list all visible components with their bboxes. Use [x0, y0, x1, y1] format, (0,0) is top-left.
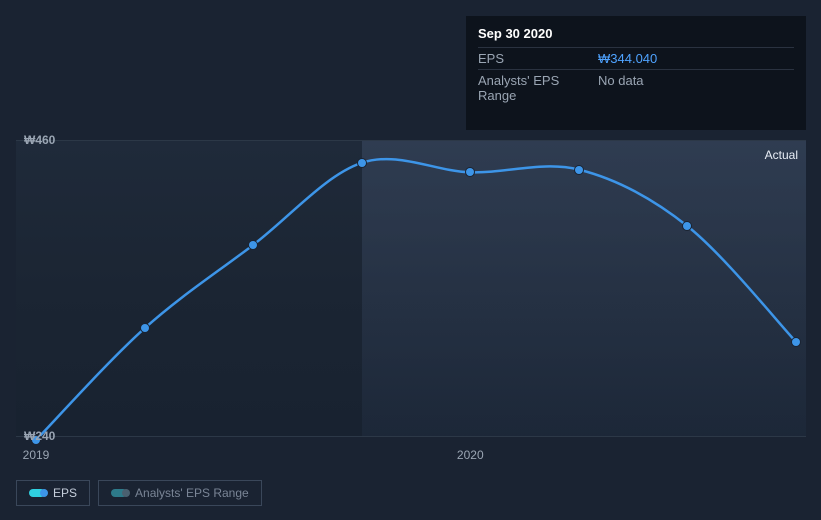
data-point[interactable] — [683, 222, 691, 230]
x-tick-label: 2019 — [23, 448, 50, 462]
actual-label: Actual — [765, 148, 798, 162]
data-point[interactable] — [358, 159, 366, 167]
legend: EPS Analysts' EPS Range — [16, 480, 262, 506]
tooltip-row-value: ₩344.040 — [598, 51, 657, 66]
legend-label: Analysts' EPS Range — [135, 486, 249, 500]
data-point[interactable] — [466, 168, 474, 176]
legend-item[interactable]: EPS — [16, 480, 90, 506]
y-tick-label: ₩240 — [24, 429, 55, 443]
tooltip-row-label: EPS — [478, 51, 598, 66]
plot-area: Actual — [16, 140, 806, 436]
chart-tooltip: Sep 30 2020 EPS₩344.040Analysts' EPS Ran… — [466, 16, 806, 130]
y-tick-label: ₩460 — [24, 133, 55, 147]
tooltip-row-value: No data — [598, 73, 644, 103]
tooltip-row-label: Analysts' EPS Range — [478, 73, 598, 103]
data-point[interactable] — [792, 338, 800, 346]
line-layer — [16, 140, 806, 436]
legend-label: EPS — [53, 486, 77, 500]
eps-chart: Actual — [16, 140, 806, 436]
tooltip-row: EPS₩344.040 — [478, 47, 794, 69]
data-point[interactable] — [141, 324, 149, 332]
tooltip-row: Analysts' EPS RangeNo data — [478, 69, 794, 106]
data-point[interactable] — [575, 166, 583, 174]
legend-item[interactable]: Analysts' EPS Range — [98, 480, 262, 506]
tooltip-date: Sep 30 2020 — [478, 26, 794, 41]
x-tick-label: 2020 — [457, 448, 484, 462]
y-gridline — [16, 436, 806, 437]
data-point[interactable] — [249, 241, 257, 249]
legend-swatch — [29, 489, 45, 497]
legend-swatch — [111, 489, 127, 497]
